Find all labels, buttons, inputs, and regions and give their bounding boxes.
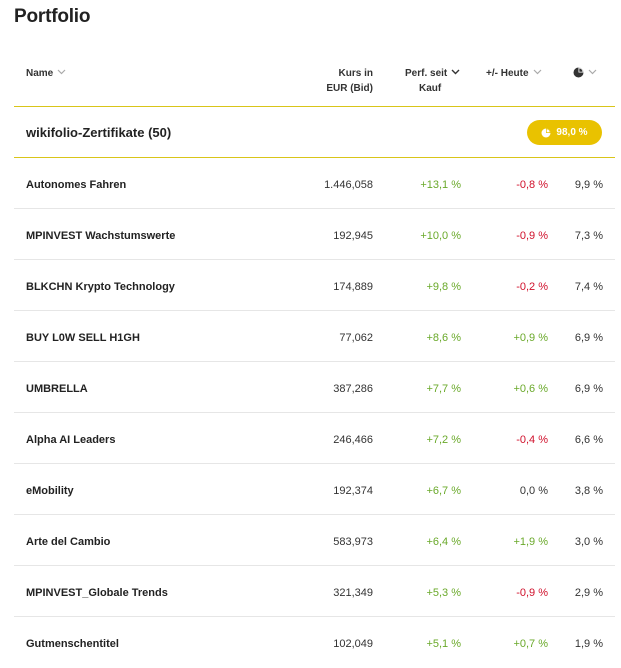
holding-price: 77,062 <box>339 332 373 344</box>
holding-name[interactable]: MPINVEST Wachstumswerte <box>26 230 176 242</box>
holding-name[interactable]: MPINVEST_Globale Trends <box>26 587 168 599</box>
holding-price: 102,049 <box>333 638 373 650</box>
holding-price: 174,889 <box>333 281 373 293</box>
holding-name[interactable]: Arte del Cambio <box>26 536 111 548</box>
holding-share: 1,9 % <box>574 638 603 650</box>
group-row[interactable]: wikifolio-Zertifikate (50) 98,0 % <box>14 107 615 157</box>
holding-share: 3,8 % <box>574 485 603 497</box>
column-header-kurs-line1: Kurs in <box>338 68 373 79</box>
column-header-kurs[interactable]: Kurs in EUR (Bid) <box>326 66 373 96</box>
table-row[interactable]: BUY L0W SELL H1GH 77,062 +8,6 % +0,9 % 6,9 % <box>14 311 615 362</box>
column-header-share[interactable] <box>573 66 597 82</box>
column-header-name-label: Name <box>26 68 54 79</box>
group-share-value: 98,0 % <box>556 127 588 138</box>
holding-name[interactable]: Alpha AI Leaders <box>26 434 116 446</box>
holding-performance: +7,2 % <box>426 434 461 446</box>
chevron-down-icon <box>588 65 597 80</box>
table-row[interactable]: Gutmenschentitel 102,049 +5,1 % +0,7 % 1,9 % <box>14 617 615 668</box>
table-row[interactable]: eMobility 192,374 +6,7 % 0,0 % 3,8 % <box>14 464 615 515</box>
holding-change-today: -0,4 % <box>516 434 548 446</box>
table-row[interactable]: UMBRELLA 387,286 +7,7 % +0,6 % 6,9 % <box>14 362 615 413</box>
holding-change-today: +0,6 % <box>513 383 548 395</box>
holding-price: 1.446,058 <box>324 179 373 191</box>
holding-price: 192,374 <box>333 485 373 497</box>
holding-share: 6,9 % <box>574 383 603 395</box>
holding-share: 7,4 % <box>574 281 603 293</box>
group-label: wikifolio-Zertifikate (50) <box>26 125 172 140</box>
holding-performance: +9,8 % <box>426 281 461 293</box>
holding-price: 387,286 <box>333 383 373 395</box>
column-header-perf-line1: Perf. seit <box>405 68 448 79</box>
page-title: Portfolio <box>14 6 91 27</box>
holding-price: 583,973 <box>333 536 373 548</box>
holding-share: 7,3 % <box>574 230 603 242</box>
holding-performance: +10,0 % <box>420 230 461 242</box>
table-row[interactable]: MPINVEST Wachstumswerte 192,945 +10,0 % -0,… <box>14 209 615 260</box>
pie-chart-icon <box>541 128 551 137</box>
holding-name[interactable]: BLKCHN Krypto Technology <box>26 281 175 293</box>
holding-performance: +6,4 % <box>426 536 461 548</box>
table-row[interactable]: Autonomes Fahren 1.446,058 +13,1 % -0,8 % 9,… <box>14 158 615 209</box>
holding-share: 6,9 % <box>574 332 603 344</box>
holding-change-today: -0,9 % <box>516 230 548 242</box>
pie-chart-icon <box>573 67 584 83</box>
holding-performance: +5,3 % <box>426 587 461 599</box>
chevron-down-icon <box>451 65 460 80</box>
header-divider <box>14 106 615 107</box>
holding-name[interactable]: Autonomes Fahren <box>26 179 127 191</box>
group-share-badge: 98,0 % <box>527 120 602 145</box>
holding-change-today: +1,9 % <box>513 536 548 548</box>
holding-change-today: +0,7 % <box>513 638 548 650</box>
holding-share: 2,9 % <box>574 587 603 599</box>
holding-performance: +13,1 % <box>420 179 461 191</box>
holding-performance: +8,6 % <box>426 332 461 344</box>
column-header-perf[interactable]: Perf. seit Kauf <box>405 66 460 96</box>
column-header-perf-line2: Kauf <box>419 83 442 94</box>
holding-share: 6,6 % <box>574 434 603 446</box>
holding-name[interactable]: BUY L0W SELL H1GH <box>26 332 140 344</box>
group-divider <box>14 157 615 158</box>
holding-price: 192,945 <box>333 230 373 242</box>
holding-share: 3,0 % <box>574 536 603 548</box>
holding-share: 9,9 % <box>574 179 603 191</box>
holding-change-today: +0,9 % <box>513 332 548 344</box>
holding-change-today: -0,8 % <box>516 179 548 191</box>
column-header-name[interactable]: Name <box>26 66 66 81</box>
holding-change-today: -0,2 % <box>516 281 548 293</box>
holding-name[interactable]: Gutmenschentitel <box>26 638 119 650</box>
holding-price: 321,349 <box>333 587 373 599</box>
holding-performance: +6,7 % <box>426 485 461 497</box>
table-row[interactable]: BLKCHN Krypto Technology 174,889 +9,8 % -0,… <box>14 260 615 311</box>
holding-performance: +5,1 % <box>426 638 461 650</box>
holding-price: 246,466 <box>333 434 373 446</box>
holding-name[interactable]: UMBRELLA <box>26 383 88 395</box>
column-header-kurs-line2: EUR (Bid) <box>326 83 373 94</box>
chevron-down-icon <box>533 65 542 80</box>
chevron-down-icon <box>57 65 66 80</box>
table-row[interactable]: MPINVEST_Globale Trends 321,349 +5,3 % -0,9… <box>14 566 615 617</box>
column-header-heute[interactable]: +/- Heute <box>486 66 542 81</box>
holding-name[interactable]: eMobility <box>26 485 74 497</box>
holdings-list: Autonomes Fahren 1.446,058 +13,1 % -0,8 % 9,… <box>14 158 615 668</box>
table-row[interactable]: Alpha AI Leaders 246,466 +7,2 % -0,4 % 6,6 % <box>14 413 615 464</box>
holding-change-today: 0,0 % <box>519 485 548 497</box>
holding-change-today: -0,9 % <box>516 587 548 599</box>
column-header-heute-label: +/- Heute <box>486 68 529 79</box>
holding-performance: +7,7 % <box>426 383 461 395</box>
table-row[interactable]: Arte del Cambio 583,973 +6,4 % +1,9 % 3,0 % <box>14 515 615 566</box>
